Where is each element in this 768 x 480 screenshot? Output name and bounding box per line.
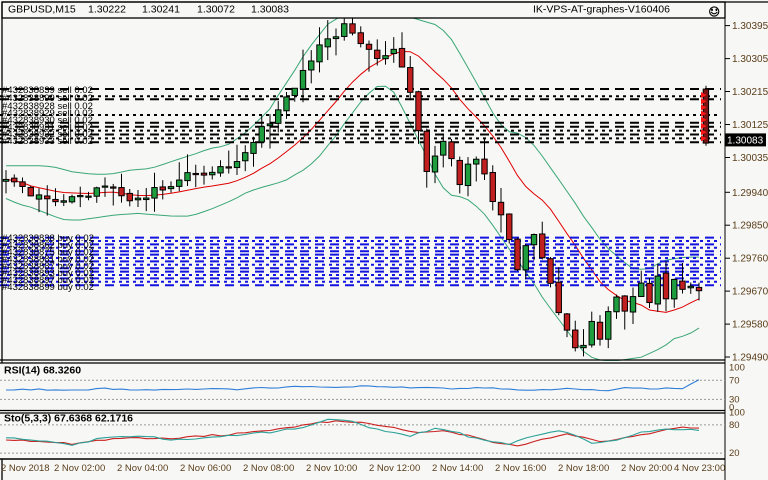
svg-text:2 Nov 06:00: 2 Nov 06:00: [180, 463, 231, 474]
svg-text:1.30215: 1.30215: [732, 87, 768, 98]
svg-text:2 Nov 20:00: 2 Nov 20:00: [621, 463, 672, 474]
svg-text:1.30035: 1.30035: [732, 153, 768, 164]
svg-text:2 Nov 02:00: 2 Nov 02:00: [54, 463, 105, 474]
svg-text:2 Nov 2018: 2 Nov 2018: [1, 463, 50, 474]
svg-text:100: 100: [729, 408, 745, 419]
svg-text:1.30305: 1.30305: [732, 54, 768, 65]
svg-text:20: 20: [729, 448, 740, 459]
svg-text:1.30395: 1.30395: [732, 21, 768, 32]
svg-text:#432838933 sell 0.02: #432838933 sell 0.02: [2, 136, 93, 147]
svg-text:1.29670: 1.29670: [732, 287, 768, 298]
svg-text:1.30072: 1.30072: [197, 4, 235, 16]
svg-text:2 Nov 08:00: 2 Nov 08:00: [243, 463, 294, 474]
svg-text:80: 80: [729, 420, 740, 431]
svg-text:1.29760: 1.29760: [732, 254, 768, 265]
svg-text:1.30222: 1.30222: [88, 4, 126, 16]
svg-text:2 Nov 12:00: 2 Nov 12:00: [369, 463, 420, 474]
svg-text:GBPUSD,M15: GBPUSD,M15: [8, 4, 76, 16]
svg-text:4 Nov 23:00: 4 Nov 23:00: [674, 463, 725, 474]
svg-text:Sto(5,3,3) 67.6368 62.1716: Sto(5,3,3) 67.6368 62.1716: [4, 413, 133, 425]
svg-text:2 Nov 10:00: 2 Nov 10:00: [306, 463, 357, 474]
svg-text:2 Nov 16:00: 2 Nov 16:00: [495, 463, 546, 474]
svg-text:IK-VPS-AT-graphes-V160406: IK-VPS-AT-graphes-V160406: [533, 4, 670, 16]
svg-text:1.29580: 1.29580: [732, 320, 768, 331]
svg-text:1.30083: 1.30083: [251, 4, 289, 16]
svg-text:1.30125: 1.30125: [732, 120, 768, 131]
svg-text:1.29850: 1.29850: [732, 221, 768, 232]
svg-text:100: 100: [729, 363, 745, 374]
svg-text:2 Nov 04:00: 2 Nov 04:00: [117, 463, 168, 474]
svg-text:2 Nov 14:00: 2 Nov 14:00: [432, 463, 483, 474]
svg-text:1.29940: 1.29940: [732, 188, 768, 199]
svg-text:1.30083: 1.30083: [727, 135, 764, 146]
svg-text:1.30241: 1.30241: [142, 4, 180, 16]
svg-text:RSI(14) 68.3260: RSI(14) 68.3260: [4, 365, 81, 377]
svg-text:#432838899 buy 0.02: #432838899 buy 0.02: [2, 282, 94, 293]
svg-text:70: 70: [729, 376, 740, 387]
svg-text:2 Nov 18:00: 2 Nov 18:00: [558, 463, 609, 474]
